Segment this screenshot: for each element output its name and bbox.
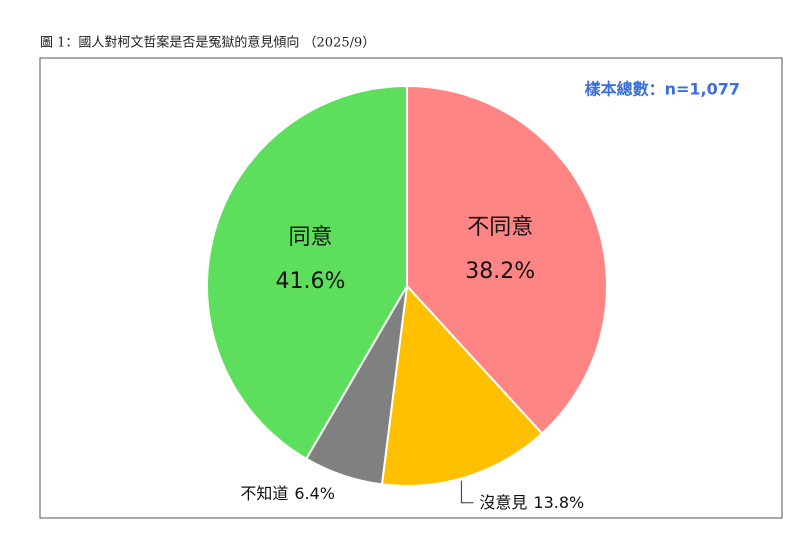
labels: 不同意 38.2% 沒意見 13.8% 不知道 6.4% 同意 41.6% [240, 215, 584, 512]
pie-slice [206, 84, 408, 461]
slice-value: 6.4% [294, 484, 335, 503]
leader-line [460, 480, 474, 504]
slice-label: 不知道 6.4% [240, 484, 335, 503]
slice-name: 同意 [288, 225, 332, 250]
pie [206, 84, 608, 487]
slice-value: 41.6% [276, 269, 346, 294]
pie-slice [380, 283, 544, 487]
sample-note: 樣本總數：n=1,077 [585, 80, 740, 99]
slice-name: 不知道 [240, 484, 288, 503]
chart-title: 圖 1：國人對柯文哲案是否是冤獄的意見傾向 （2025/9） [40, 35, 375, 51]
slice-name: 不同意 [467, 215, 533, 240]
slice-value: 38.2% [465, 259, 535, 284]
slice-label: 沒意見 13.8% [479, 492, 584, 511]
pie-slice [406, 84, 608, 435]
slice-name: 沒意見 [479, 492, 527, 511]
slice-value: 13.8% [533, 492, 584, 511]
